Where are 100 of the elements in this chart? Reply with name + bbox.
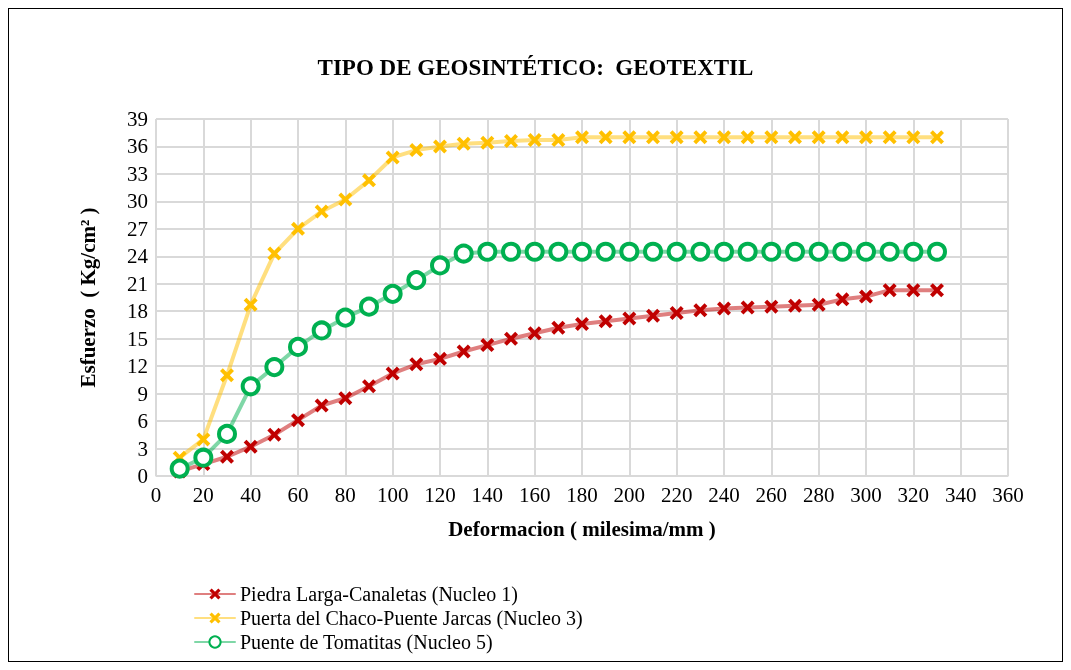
- point: [480, 338, 495, 353]
- point: [527, 133, 542, 148]
- point: [527, 326, 542, 341]
- chart-title: TIPO DE GEOSINTÉTICO: GEOTEXTIL: [317, 55, 754, 80]
- point: [693, 303, 708, 318]
- point: [906, 130, 921, 145]
- point: [314, 398, 329, 413]
- point: [572, 241, 592, 262]
- y-tick-label: 3: [137, 436, 148, 461]
- x-tick-label: 360: [992, 482, 1024, 507]
- point: [409, 357, 424, 372]
- point: [927, 241, 947, 262]
- point: [264, 357, 285, 378]
- point: [619, 241, 640, 262]
- point: [835, 130, 850, 145]
- point: [314, 204, 329, 219]
- point: [477, 241, 498, 262]
- x-tick-label: 340: [944, 482, 977, 507]
- point: [666, 241, 687, 262]
- point: [193, 447, 214, 468]
- point: [433, 351, 447, 366]
- point: [693, 130, 708, 145]
- point: [835, 292, 850, 307]
- point: [433, 139, 447, 154]
- y-tick-label: 0: [137, 464, 148, 488]
- x-tick-label: 200: [613, 482, 646, 507]
- point: [196, 432, 211, 447]
- point: [311, 320, 332, 341]
- point: [595, 241, 616, 262]
- point: [764, 130, 779, 145]
- point: [243, 439, 258, 454]
- point: [859, 289, 873, 304]
- point: [882, 283, 897, 298]
- point: [930, 283, 944, 298]
- legend-label: Piedra Larga-Canaletas (Nucleo 1): [240, 583, 518, 606]
- point: [811, 130, 826, 145]
- point: [217, 423, 237, 444]
- point: [856, 241, 876, 262]
- point: [504, 133, 518, 148]
- point: [480, 135, 495, 150]
- point: [714, 241, 734, 262]
- point: [646, 130, 660, 145]
- point: [764, 299, 779, 314]
- y-tick-label: 9: [137, 381, 148, 406]
- point: [385, 366, 400, 381]
- point: [267, 246, 282, 261]
- point: [504, 331, 518, 346]
- point: [291, 413, 305, 428]
- y-tick-label: 24: [127, 244, 149, 269]
- point: [338, 391, 353, 406]
- y-tick-label: 36: [127, 134, 148, 159]
- y-tick-label: 12: [127, 354, 148, 379]
- point: [737, 241, 758, 262]
- point: [267, 427, 282, 442]
- point: [808, 241, 829, 262]
- point: [646, 308, 660, 323]
- point: [501, 241, 521, 262]
- point: [598, 314, 613, 329]
- x-tick-label: 140: [471, 482, 504, 507]
- point: [548, 241, 569, 262]
- point: [903, 241, 924, 262]
- point: [785, 241, 805, 262]
- point: [598, 130, 613, 145]
- point: [832, 241, 853, 262]
- x-tick-label: 320: [897, 482, 930, 507]
- point: [362, 379, 376, 394]
- y-axis-title: Esfuerzo ( Kg/cm² ): [75, 207, 100, 388]
- x-tick-label: 20: [192, 482, 214, 507]
- point: [243, 297, 258, 312]
- point: [359, 296, 379, 317]
- point: [338, 192, 353, 207]
- point: [879, 241, 900, 262]
- point: [643, 241, 663, 262]
- point: [906, 283, 921, 298]
- x-tick-label: 80: [334, 482, 356, 507]
- x-tick-label: 220: [660, 482, 693, 507]
- point: [291, 221, 305, 236]
- point: [385, 150, 400, 165]
- y-tick-label: 30: [127, 189, 148, 214]
- legend-label: Puerta del Chaco-Puente Jarcas (Nucleo 3): [240, 607, 583, 630]
- y-tick-label: 21: [127, 271, 148, 296]
- point: [717, 130, 731, 145]
- point: [453, 243, 474, 264]
- point: [220, 449, 234, 464]
- y-tick-label: 27: [127, 216, 148, 241]
- point: [930, 130, 944, 145]
- x-tick-label: 60: [287, 482, 309, 507]
- point: [551, 133, 566, 148]
- point: [811, 297, 826, 312]
- x-axis-title: Deformacion ( milesima/mm ): [448, 516, 716, 541]
- point: [717, 301, 731, 316]
- legend-label: Puente de Tomatitas (Nucleo 5): [240, 631, 493, 654]
- point: [761, 241, 782, 262]
- point: [788, 130, 802, 145]
- point: [456, 344, 471, 359]
- y-tick-label: 39: [127, 107, 148, 131]
- x-tick-label: 40: [240, 482, 262, 507]
- point: [882, 130, 897, 145]
- y-tick-label: 33: [127, 161, 148, 186]
- point: [669, 306, 684, 321]
